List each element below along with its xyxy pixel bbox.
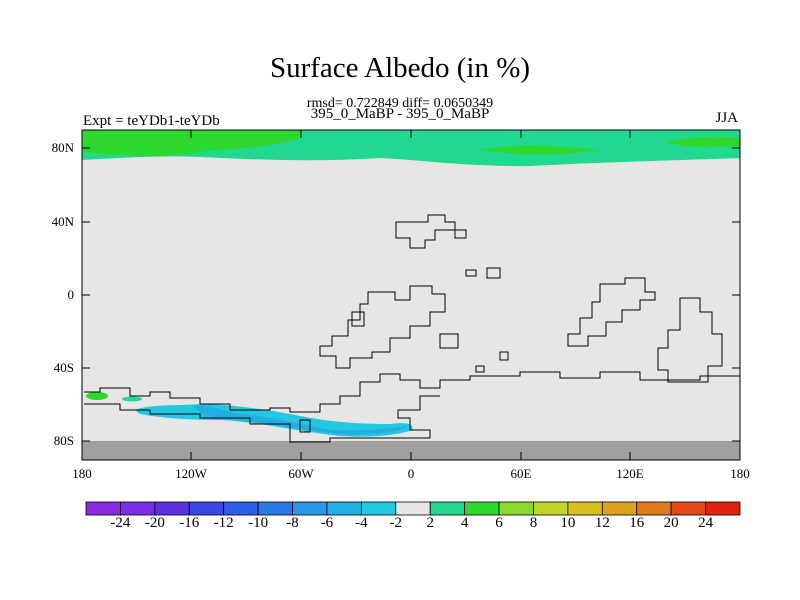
- polar-land: [82, 441, 740, 460]
- colorbar-label: -24: [110, 515, 131, 531]
- colorbar-label: -6: [320, 515, 334, 531]
- colorbar-swatch: [154, 501, 190, 516]
- colorbar-swatch: [601, 501, 638, 516]
- colorbar-swatch: [464, 501, 500, 516]
- lat-tick-label: 40N: [51, 214, 74, 229]
- lat-tick-label: 0: [67, 287, 75, 302]
- colorbar-swatch: [670, 501, 706, 516]
- lon-tick-label: 180: [730, 466, 750, 481]
- colorbar-label: -12: [213, 515, 234, 531]
- colorbar-label: 8: [529, 515, 538, 531]
- colorbar-label: 24: [698, 515, 714, 531]
- southern-anomaly-core: [195, 405, 408, 435]
- southern-anomaly-spot-small: [122, 396, 142, 402]
- lon-tick-label: 60E: [510, 466, 532, 481]
- colorbar-swatch: [705, 501, 741, 516]
- lon-tick-label: 120W: [175, 466, 207, 481]
- colorbar-swatch: [395, 501, 431, 516]
- colorbar-label: 20: [663, 515, 679, 531]
- subtitle: 395_0_MaBP - 395_0_MaBP: [310, 106, 490, 122]
- colorbar-swatch: [567, 501, 603, 516]
- colorbar-swatch: [292, 501, 328, 516]
- arctic-anomaly-green-patch-east: [480, 145, 600, 155]
- colorbar-swatch: [326, 501, 362, 516]
- colorbar-swatch: [498, 501, 534, 516]
- colorbar-label: -8: [286, 515, 299, 531]
- lat-tick-label: 40S: [53, 360, 74, 375]
- colorbar-label: 4: [460, 515, 469, 531]
- lat-tick-label: 80N: [51, 140, 74, 155]
- colorbar-label: -16: [179, 515, 200, 531]
- experiment-label: Expt = teYDb1-teYDb: [83, 113, 220, 129]
- lon-tick-label: 180: [72, 466, 92, 481]
- arctic-anomaly-green-patch-far-east: [665, 136, 740, 148]
- colorbar: [85, 501, 741, 516]
- colorbar-swatch: [360, 501, 397, 516]
- arctic-anomaly-green-patch: [82, 130, 300, 156]
- colorbar-swatch: [223, 501, 259, 516]
- colorbar-label: 2: [426, 515, 434, 531]
- colorbar-label: -20: [144, 515, 165, 531]
- colorbar-label: 12: [594, 515, 610, 531]
- lon-tick-label: 120E: [616, 466, 644, 481]
- colorbar-swatch: [188, 501, 225, 516]
- southern-anomaly-spot: [86, 392, 108, 400]
- stats-line: rmsd= 0.722849 diff= 0.0650349: [306, 96, 494, 111]
- colorbar-swatch: [85, 501, 121, 516]
- season-label: JJA: [715, 110, 738, 126]
- colorbar-swatch: [533, 501, 569, 516]
- colorbar-swatch: [120, 501, 156, 516]
- colorbar-swatch: [636, 501, 672, 516]
- colorbar-label: 16: [629, 515, 645, 531]
- axis-ticks: [82, 130, 740, 460]
- colorbar-label: 6: [495, 515, 503, 531]
- colorbar-label: 10: [560, 515, 576, 531]
- colorbar-label: -10: [248, 515, 269, 531]
- coastlines: [84, 214, 740, 443]
- colorbar-swatch: [257, 501, 293, 516]
- chart-title: Surface Albedo (in %): [269, 52, 531, 84]
- colorbar-swatch: [429, 501, 466, 516]
- lon-tick-label: 60W: [288, 466, 314, 481]
- lat-tick-label: 80S: [53, 433, 74, 448]
- lon-tick-label: 0: [407, 466, 415, 481]
- colorbar-label: -4: [355, 515, 368, 531]
- colorbar-label: -2: [389, 515, 403, 531]
